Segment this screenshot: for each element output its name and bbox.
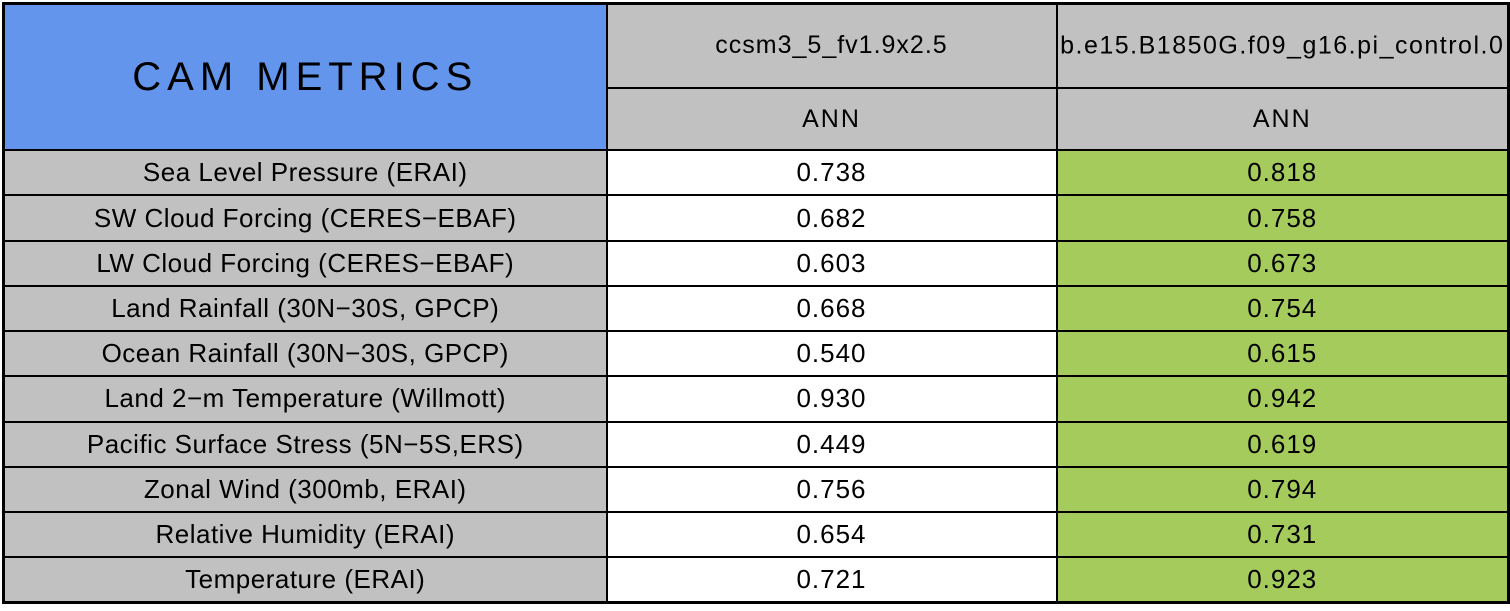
metric-row: Temperature (ERAI) 0.721 0.923 — [2, 556, 1510, 604]
metric-label-cell: LW Cloud Forcing (CERES−EBAF) — [2, 239, 608, 287]
season-header-row: ANN ANN — [4, 86, 1510, 152]
metric-label-cell: Relative Humidity (ERAI) — [2, 510, 608, 559]
model-header-test-label: b.e15.B1850G.f09_g16.pi_control.0 — [1060, 31, 1505, 60]
test-value-cell: 0.615 — [1055, 330, 1510, 378]
table-title-cell: CAM METRICS — [2, 2, 608, 152]
metric-row: SW Cloud Forcing (CERES−EBAF) 0.682 0.75… — [2, 194, 1510, 242]
metric-row: Sea Level Pressure (ERAI) 0.738 0.818 — [2, 149, 1510, 197]
model-header-cell-baseline: ccsm3_5_fv1.9x2.5 — [605, 2, 1058, 89]
metric-label-cell: Land 2−m Temperature (Willmott) — [2, 375, 608, 423]
baseline-value-cell: 0.930 — [605, 375, 1058, 423]
test-value-cell: 0.754 — [1055, 284, 1510, 333]
baseline-value-cell: 0.682 — [605, 194, 1058, 242]
metric-label-cell: Temperature (ERAI) — [2, 556, 608, 604]
test-value-cell: 0.923 — [1055, 556, 1510, 604]
baseline-value-cell: 0.721 — [605, 556, 1058, 604]
test-value-cell: 0.818 — [1055, 149, 1510, 197]
test-value-cell: 0.758 — [1055, 194, 1510, 242]
test-value-cell: 0.673 — [1055, 239, 1510, 287]
baseline-value-cell: 0.668 — [605, 284, 1058, 333]
baseline-value-cell: 0.603 — [605, 239, 1058, 287]
metric-row: LW Cloud Forcing (CERES−EBAF) 0.603 0.67… — [2, 239, 1510, 287]
baseline-value-cell: 0.654 — [605, 510, 1058, 559]
metric-row: Relative Humidity (ERAI) 0.654 0.731 — [2, 510, 1510, 559]
test-value-cell: 0.794 — [1055, 465, 1510, 513]
baseline-value-cell: 0.540 — [605, 330, 1058, 378]
season-header-cell-baseline: ANN — [605, 86, 1058, 152]
metric-label-cell: Ocean Rainfall (30N−30S, GPCP) — [2, 330, 608, 378]
metric-row: Land 2−m Temperature (Willmott) 0.930 0.… — [2, 375, 1510, 423]
test-value-cell: 0.731 — [1055, 510, 1510, 559]
metric-label-cell: Pacific Surface Stress (5N−5S,ERS) — [2, 420, 608, 468]
metric-label-cell: Land Rainfall (30N−30S, GPCP) — [2, 284, 608, 333]
metric-row: Ocean Rainfall (30N−30S, GPCP) 0.540 0.6… — [2, 330, 1510, 378]
metric-label-cell: Sea Level Pressure (ERAI) — [2, 149, 608, 197]
metric-row: Land Rainfall (30N−30S, GPCP) 0.668 0.75… — [2, 284, 1510, 333]
test-value-cell: 0.619 — [1055, 420, 1510, 468]
metric-row: Zonal Wind (300mb, ERAI) 0.756 0.794 — [2, 465, 1510, 513]
model-header-cell-test: b.e15.B1850G.f09_g16.pi_control.0 — [1055, 2, 1510, 89]
metric-label-cell: Zonal Wind (300mb, ERAI) — [2, 465, 608, 513]
season-header-cell-test: ANN — [1055, 86, 1510, 152]
baseline-value-cell: 0.738 — [605, 149, 1058, 197]
metric-label-cell: SW Cloud Forcing (CERES−EBAF) — [2, 194, 608, 242]
test-value-cell: 0.942 — [1055, 375, 1510, 423]
baseline-value-cell: 0.756 — [605, 465, 1058, 513]
model-header-row: CAM METRICS ccsm3_5_fv1.9x2.5 b.e15.B185… — [2, 2, 1510, 152]
baseline-value-cell: 0.449 — [605, 420, 1058, 468]
metric-row: Pacific Surface Stress (5N−5S,ERS) 0.449… — [2, 420, 1510, 468]
